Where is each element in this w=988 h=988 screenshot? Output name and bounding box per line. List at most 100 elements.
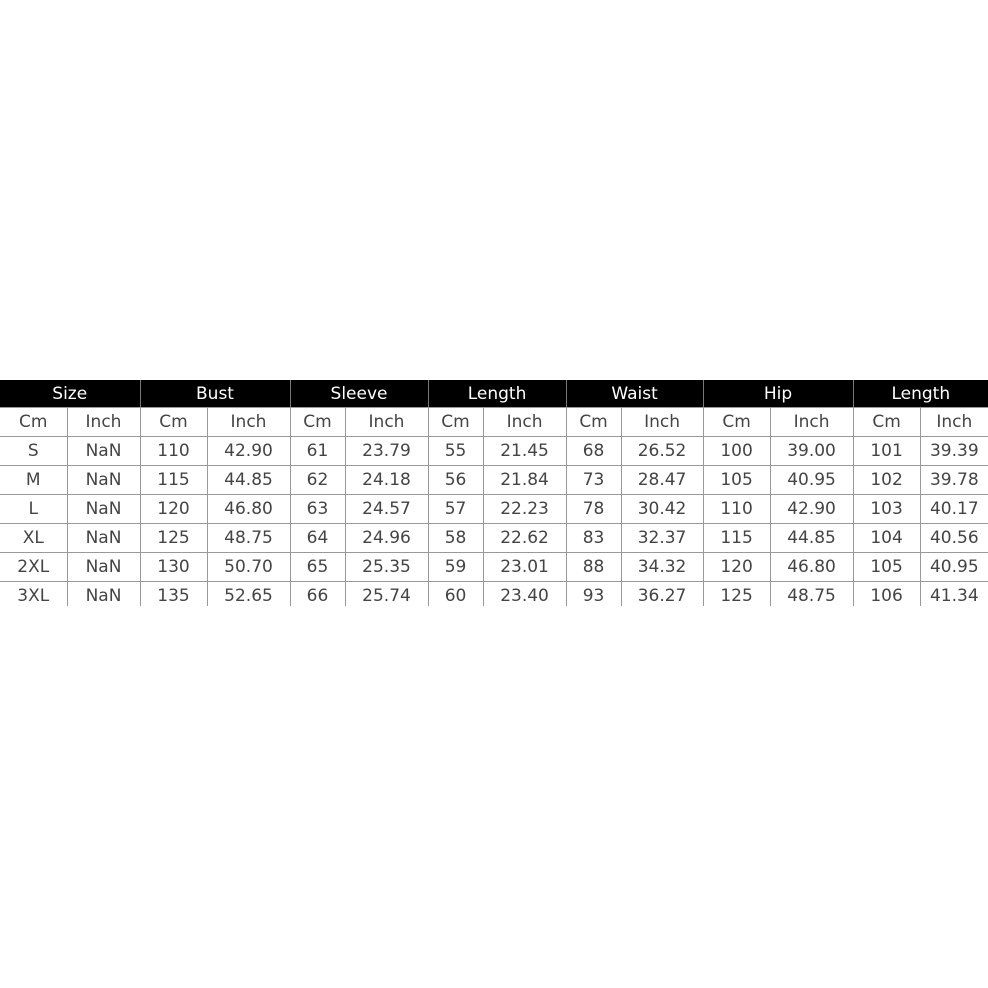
table-cell: 30.42 <box>620 494 704 524</box>
table-cell: 73 <box>565 465 622 495</box>
table-cell: 102 <box>852 465 921 495</box>
table-cell: L <box>0 494 67 524</box>
table-cell: 88 <box>565 552 622 582</box>
table-cell: 23.40 <box>482 581 567 606</box>
table-cell: 44.85 <box>206 465 290 495</box>
table-cell: 39.39 <box>919 436 988 466</box>
table-cell: 104 <box>852 523 921 553</box>
table-row: L NaN 120 46.80 63 24.57 57 22.23 78 30.42 110 42.9… <box>0 494 988 524</box>
table-cell: NaN <box>66 523 140 553</box>
table-cell: XL <box>0 523 67 553</box>
table-cell: 48.75 <box>769 581 854 606</box>
table-cell: 125 <box>139 523 207 553</box>
table-cell: 24.57 <box>344 494 429 524</box>
unit-header-row: Cm Inch Cm Inch Cm Inch Cm Inch Cm Inch Cm Inch Cm In… <box>0 407 988 437</box>
table-cell: 130 <box>139 552 207 582</box>
table-cell: 41.34 <box>919 581 988 606</box>
table-cell: 22.62 <box>482 523 567 553</box>
table-cell: 40.17 <box>919 494 988 524</box>
table-cell: 23.79 <box>344 436 429 466</box>
unit-header: Cm <box>565 407 622 437</box>
table-cell: 58 <box>427 523 484 553</box>
group-header-sleeve: Sleeve <box>289 380 429 408</box>
table-cell: 55 <box>427 436 484 466</box>
table-cell: 46.80 <box>769 552 854 582</box>
table-cell: 65 <box>289 552 345 582</box>
unit-header: Cm <box>702 407 771 437</box>
unit-header: Cm <box>852 407 921 437</box>
group-header-hip: Hip <box>702 380 854 408</box>
table-cell: 106 <box>852 581 921 606</box>
table-cell: 24.18 <box>344 465 429 495</box>
table-cell: 115 <box>702 523 771 553</box>
table-cell: 52.65 <box>206 581 290 606</box>
table-cell: 83 <box>565 523 622 553</box>
group-header-length: Length <box>427 380 567 408</box>
group-header-waist: Waist <box>565 380 704 408</box>
table-cell: 56 <box>427 465 484 495</box>
table-cell: 68 <box>565 436 622 466</box>
table-cell: 32.37 <box>620 523 704 553</box>
table-cell: 22.23 <box>482 494 567 524</box>
table-row: S NaN 110 42.90 61 23.79 55 21.45 68 26.52 100 39.0… <box>0 436 988 466</box>
table-row: 3XL NaN 135 52.65 66 25.74 60 23.40 93 36.27 125 48… <box>0 581 988 606</box>
table-cell: NaN <box>66 465 140 495</box>
table-cell: 64 <box>289 523 345 553</box>
group-header-size: Size <box>0 380 140 408</box>
table-cell: 59 <box>427 552 484 582</box>
table-cell: 25.35 <box>344 552 429 582</box>
table-row: XL NaN 125 48.75 64 24.96 58 22.62 83 32.37 115 44.… <box>0 523 988 553</box>
table-cell: 115 <box>139 465 207 495</box>
table-cell: 42.90 <box>769 494 854 524</box>
unit-header: Inch <box>482 407 567 437</box>
table-cell: NaN <box>66 581 140 606</box>
table-cell: 40.56 <box>919 523 988 553</box>
table-cell: 21.45 <box>482 436 567 466</box>
table-cell: 93 <box>565 581 622 606</box>
table-cell: 46.80 <box>206 494 290 524</box>
table-cell: 101 <box>852 436 921 466</box>
table-cell: 36.27 <box>620 581 704 606</box>
unit-header: Inch <box>66 407 140 437</box>
table-cell: 61 <box>289 436 345 466</box>
unit-header: Inch <box>206 407 290 437</box>
table-cell: 120 <box>702 552 771 582</box>
table-cell: 40.95 <box>919 552 988 582</box>
unit-header: Cm <box>289 407 345 437</box>
group-header-bust: Bust <box>139 380 290 408</box>
unit-header: Cm <box>427 407 484 437</box>
table-cell: 105 <box>852 552 921 582</box>
table-cell: 23.01 <box>482 552 567 582</box>
size-table: Size Bust Sleeve Length Waist Hip Length Cm Inc… <box>0 380 988 606</box>
table-cell: 66 <box>289 581 345 606</box>
table-cell: 48.75 <box>206 523 290 553</box>
table-cell: 3XL <box>0 581 67 606</box>
table-cell: 103 <box>852 494 921 524</box>
table-cell: 44.85 <box>769 523 854 553</box>
table-cell: 25.74 <box>344 581 429 606</box>
unit-header: Inch <box>769 407 854 437</box>
table-cell: 42.90 <box>206 436 290 466</box>
unit-header: Inch <box>344 407 429 437</box>
table-cell: M <box>0 465 67 495</box>
table-row: M NaN 115 44.85 62 24.18 56 21.84 73 28.47 105 40.9… <box>0 465 988 495</box>
table-cell: 63 <box>289 494 345 524</box>
unit-header: Inch <box>620 407 704 437</box>
table-cell: 26.52 <box>620 436 704 466</box>
table-cell: 120 <box>139 494 207 524</box>
unit-header: Inch <box>919 407 988 437</box>
table-cell: 39.00 <box>769 436 854 466</box>
table-cell: 28.47 <box>620 465 704 495</box>
table-cell: 110 <box>702 494 771 524</box>
unit-header: Cm <box>139 407 207 437</box>
table-cell: 110 <box>139 436 207 466</box>
table-cell: 24.96 <box>344 523 429 553</box>
table-cell: 105 <box>702 465 771 495</box>
table-cell: 39.78 <box>919 465 988 495</box>
table-cell: NaN <box>66 552 140 582</box>
table-cell: 21.84 <box>482 465 567 495</box>
table-cell: 34.32 <box>620 552 704 582</box>
table-cell: 50.70 <box>206 552 290 582</box>
table-cell: 125 <box>702 581 771 606</box>
table-cell: 135 <box>139 581 207 606</box>
